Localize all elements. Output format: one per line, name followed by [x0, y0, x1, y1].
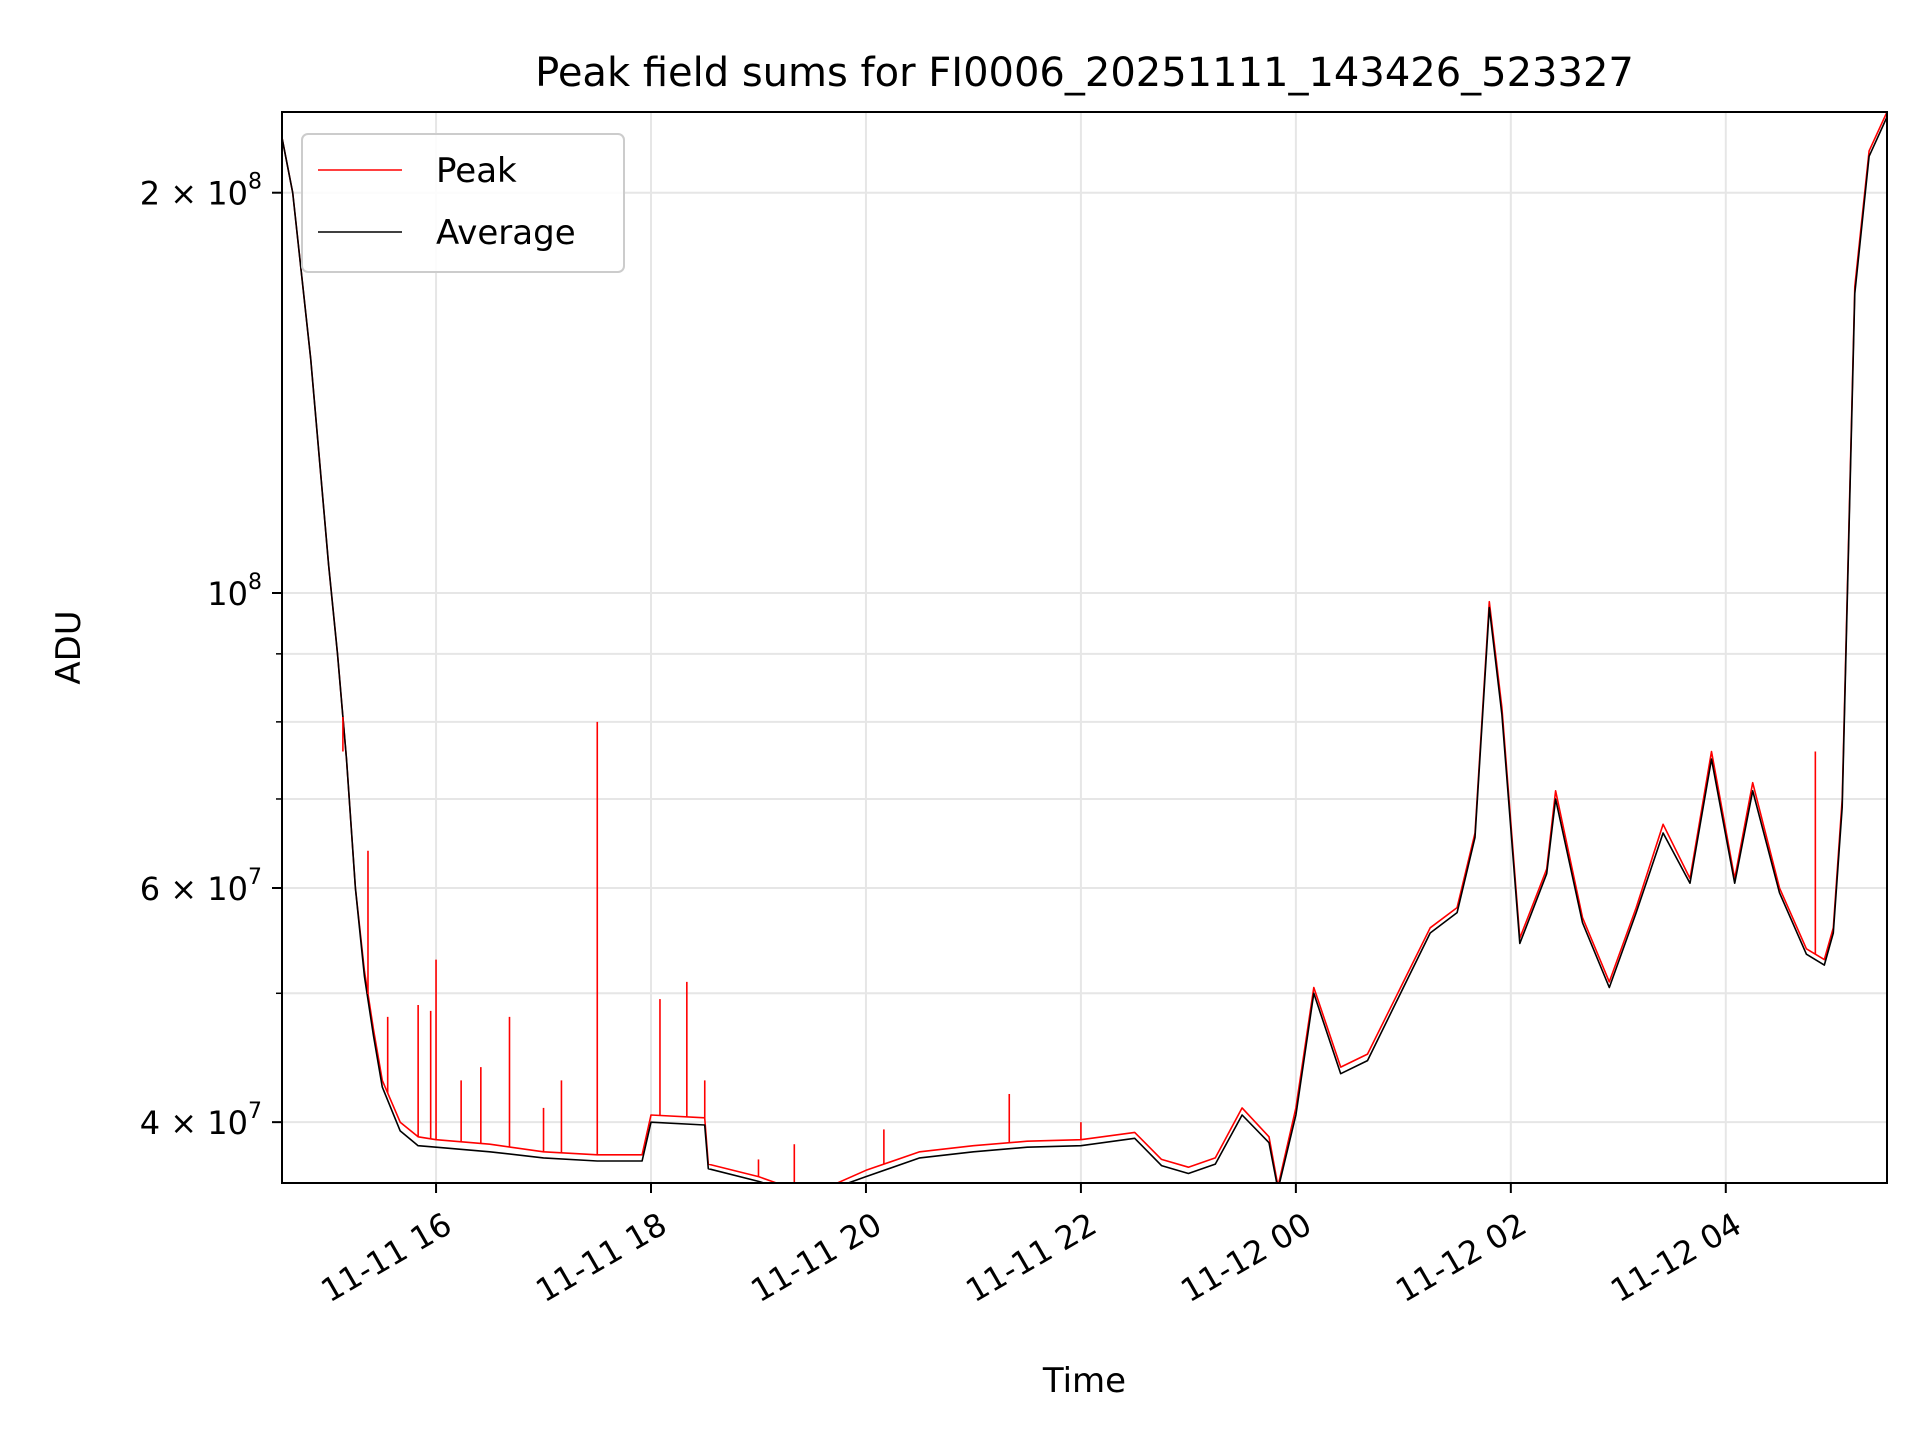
y-tick-label: 6 × 107 — [140, 865, 262, 908]
series-line-average — [282, 116, 1887, 1183]
grid — [282, 112, 1887, 1183]
y-axis-label: ADU — [49, 610, 89, 684]
x-axis-label: Time — [1042, 1361, 1126, 1401]
legend-label-average: Average — [436, 213, 576, 253]
chart-title: Peak field sums for FI0006_20251111_1434… — [535, 50, 1634, 96]
legend-label-peak: Peak — [436, 151, 517, 191]
legend-frame — [301, 133, 625, 273]
legend: Peak Average — [301, 133, 625, 273]
y-tick-label: 4 × 107 — [140, 1099, 262, 1142]
y-tick-label: 108 — [207, 570, 262, 613]
series-line-peak — [282, 112, 1887, 1183]
y-tick-label: 2 × 108 — [140, 170, 262, 213]
series-lines — [282, 112, 1887, 1183]
plot-frame — [281, 111, 1888, 1184]
